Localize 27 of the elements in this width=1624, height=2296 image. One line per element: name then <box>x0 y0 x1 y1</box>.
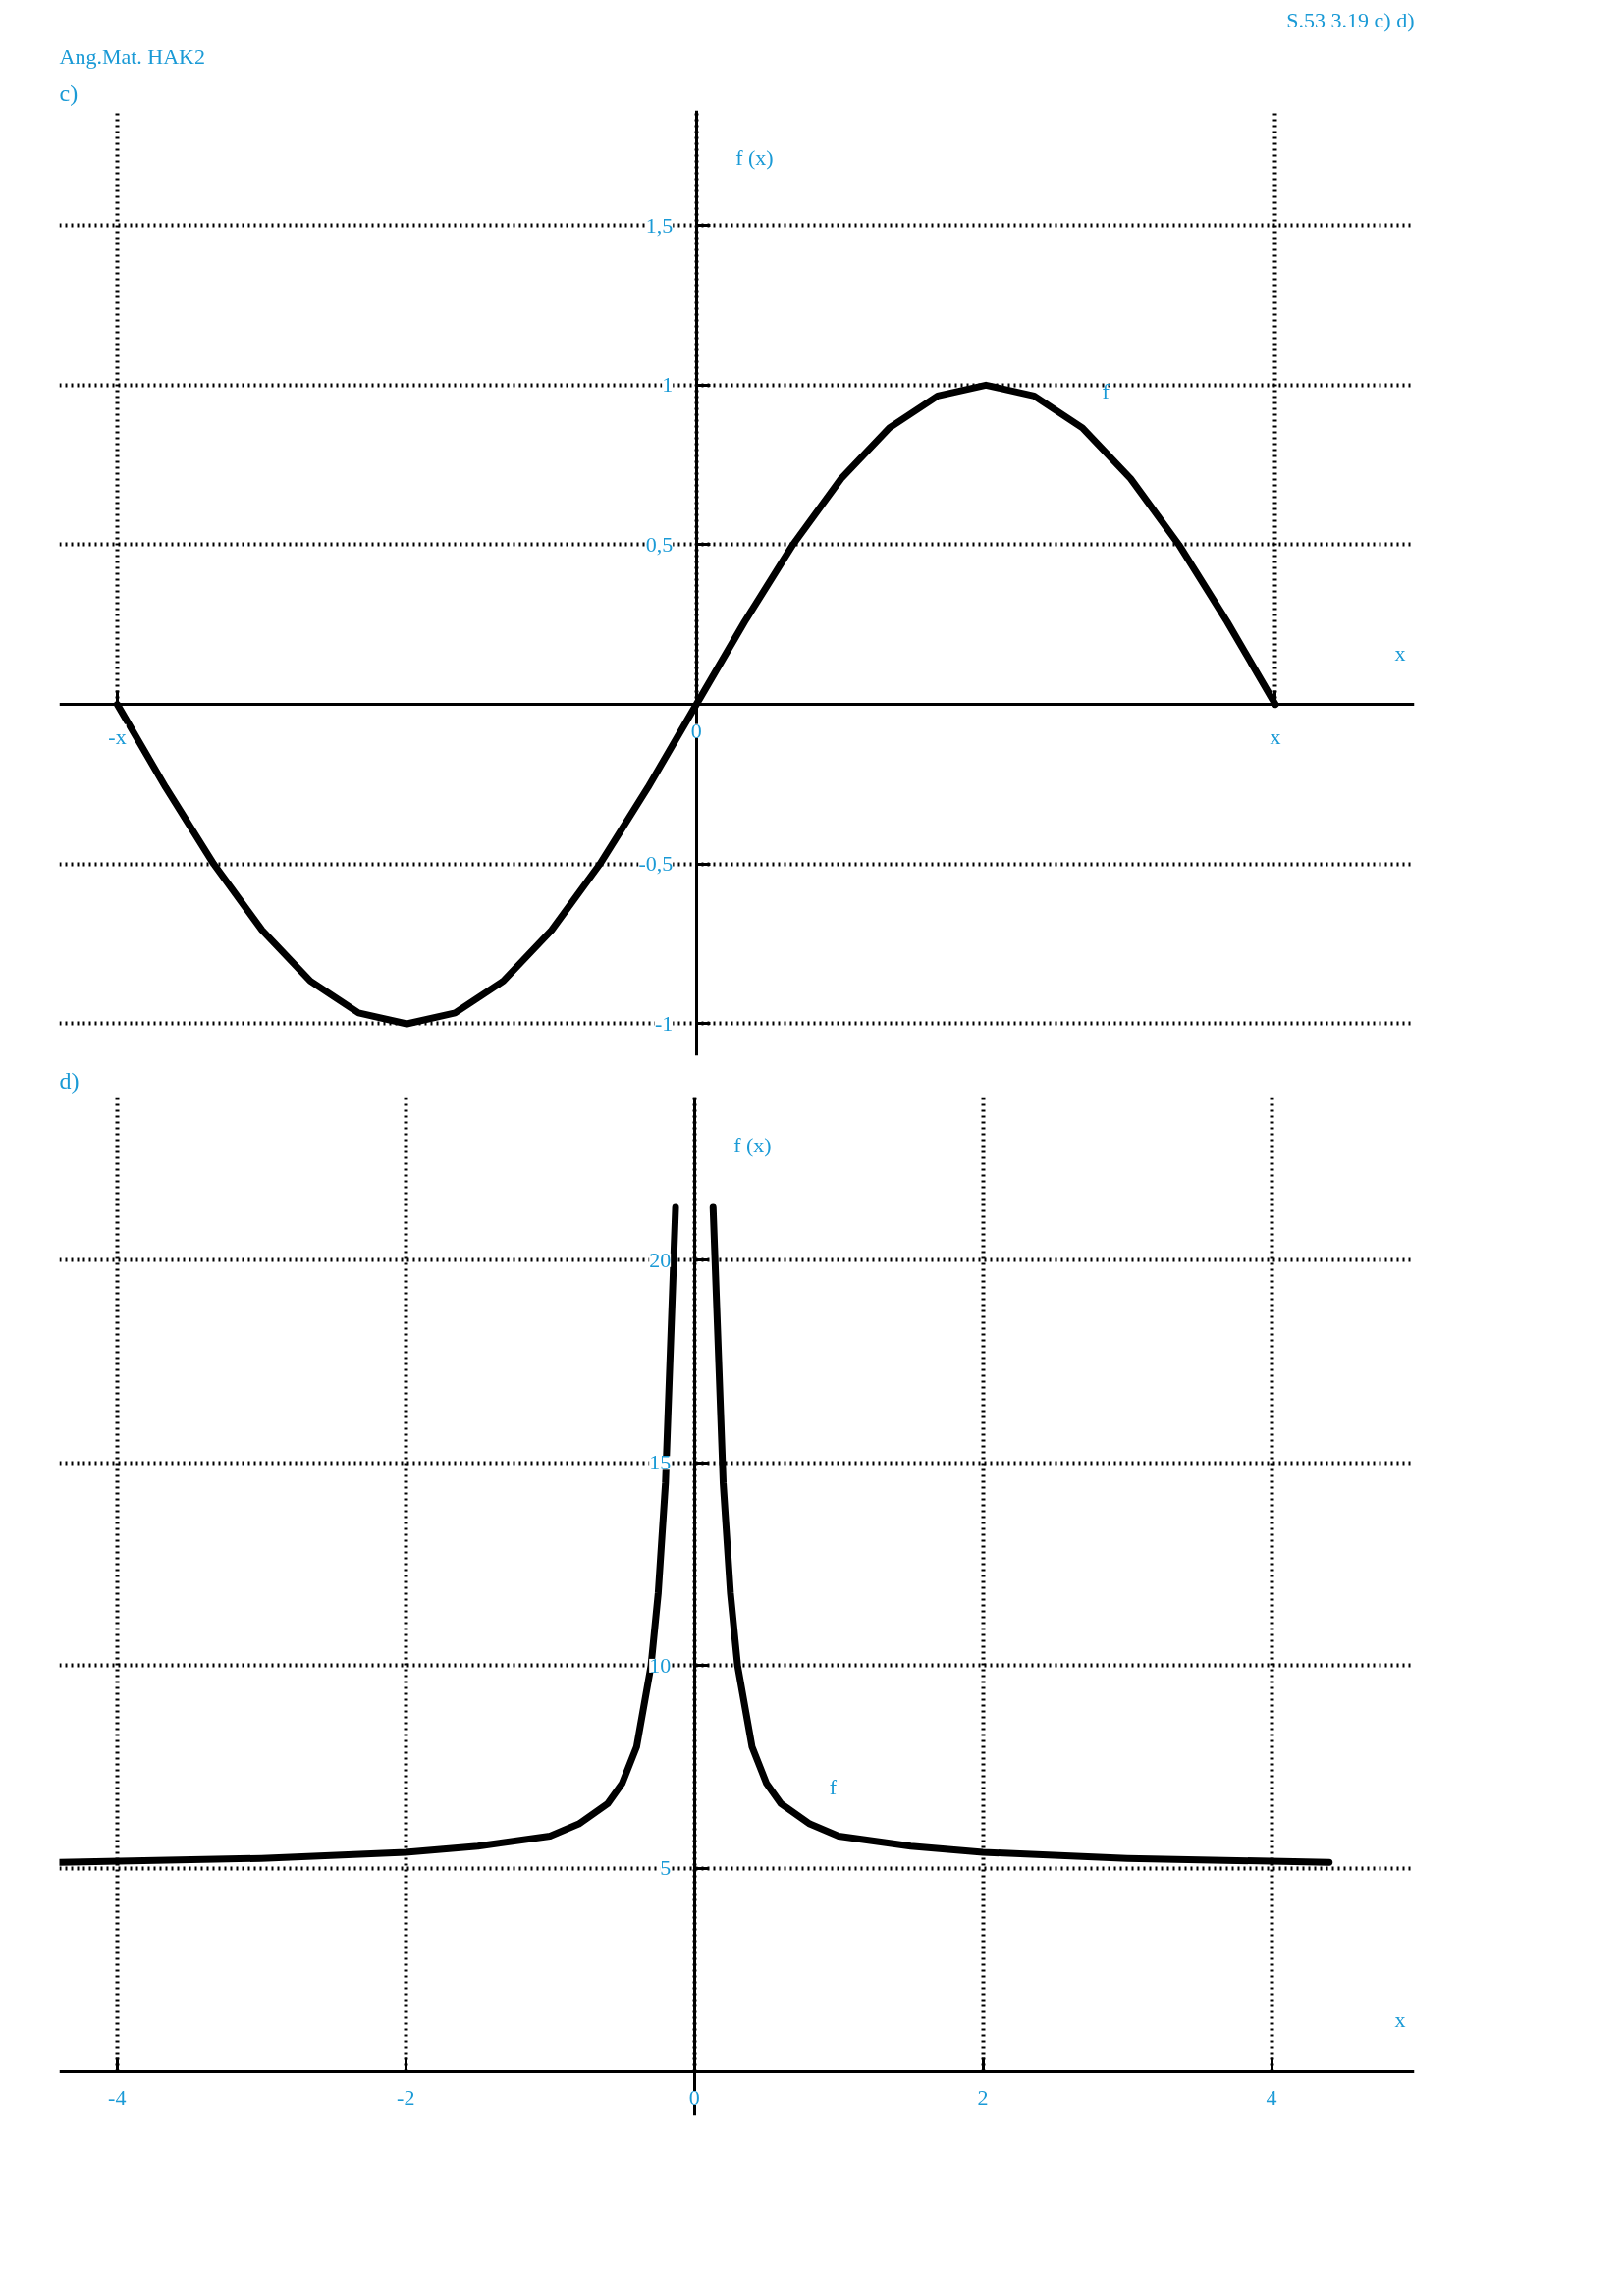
series-label: f <box>1102 378 1110 403</box>
x-tick-label: -x <box>108 723 127 749</box>
y-tick-label: 5 <box>660 1855 672 1881</box>
chart-title: c) <box>59 80 79 106</box>
x-axis-title: x <box>1394 640 1406 666</box>
y-tick-label: 0,5 <box>645 531 674 557</box>
y-tick-label: 15 <box>649 1450 672 1475</box>
x-axis-title: x <box>1394 2007 1406 2033</box>
text: Ang.Mat. HAK2 <box>59 43 205 69</box>
chart-title: d) <box>59 1067 80 1094</box>
y-tick-label: -1 <box>654 1010 674 1036</box>
y-tick-label: 20 <box>649 1247 672 1272</box>
y-axis-title: f (x) <box>735 144 774 170</box>
y-tick-label: 1,5 <box>645 212 674 238</box>
series-label: f <box>829 1775 838 1800</box>
x-tick-label: 2 <box>977 2085 989 2110</box>
x-tick-label: 0 <box>690 718 702 743</box>
x-tick-label: -2 <box>397 2085 415 2110</box>
y-tick-label: -0,5 <box>638 851 674 877</box>
x-tick-label: 4 <box>1266 2085 1277 2110</box>
y-tick-label: 10 <box>649 1652 672 1678</box>
x-tick-label: x <box>1270 723 1281 749</box>
y-axis-title: f (x) <box>733 1132 772 1157</box>
text: S.53 3.19 c) d) <box>1286 7 1415 32</box>
y-tick-label: 1 <box>662 372 674 398</box>
x-tick-label: 0 <box>688 2085 700 2110</box>
x-tick-label: -4 <box>108 2085 127 2110</box>
